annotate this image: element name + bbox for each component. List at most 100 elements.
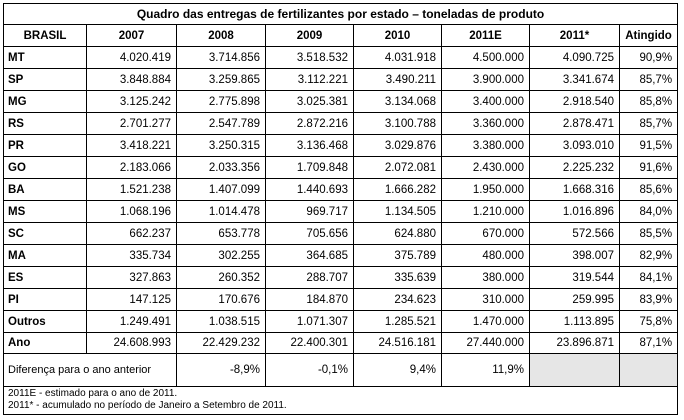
state-cell: MS [3,200,87,223]
notes-row: 2011E - estimado para o ano de 2011. 201… [2,386,679,415]
table-row: MT 4.020.419 3.714.856 3.518.532 4.031.918 4.… [3,46,679,69]
column-header: Atingido [618,24,679,47]
fertilizer-deliveries-table-container: Quadro das entregas de fertilizantes por… [2,3,679,415]
column-header: 2007 [86,24,177,47]
empty-cell [529,353,620,387]
value-cell: 3.418.221 [86,134,177,157]
value-cell: 147.125 [86,288,177,311]
column-header: 2011E [441,24,530,47]
state-cell: SC [3,222,87,245]
value-cell: 85,7% [618,112,679,135]
value-cell: 75,8% [618,310,679,333]
column-header: BRASIL [3,24,87,47]
value-cell: 91,5% [618,134,679,157]
value-cell: 91,6% [618,156,679,179]
table-row: BA 1.521.238 1.407.099 1.440.693 1.666.282 1.… [3,178,679,201]
value-cell: 2.878.471 [529,112,620,135]
difference-value: 9,4% [353,353,442,387]
value-cell: 90,9% [618,46,679,69]
table-row: PR 3.418.221 3.250.315 3.136.468 3.029.876 3.… [3,134,679,157]
value-cell: 1.113.895 [529,310,620,333]
value-cell: 288.707 [265,266,354,289]
value-cell: 1.134.505 [353,200,442,223]
value-cell: 3.259.865 [176,68,266,91]
table-row: GO 2.183.066 2.033.356 1.709.848 2.072.081 2.… [3,156,679,179]
value-cell: 705.656 [265,222,354,245]
value-cell: 335.639 [353,266,442,289]
value-cell: 4.020.419 [86,46,177,69]
value-cell: 662.237 [86,222,177,245]
total-value: 22.429.232 [176,332,266,354]
value-cell: 3.112.221 [265,68,354,91]
state-cell: SP [3,68,87,91]
value-cell: 335.734 [86,244,177,267]
column-header: 2009 [265,24,354,47]
fertilizer-deliveries-table: Quadro das entregas de fertilizantes por… [2,3,679,415]
value-cell: 1.668.316 [529,178,620,201]
value-cell: 85,6% [618,178,679,201]
value-cell: 1.521.238 [86,178,177,201]
state-cell: MA [3,244,87,267]
value-cell: 653.778 [176,222,266,245]
value-cell: 1.950.000 [441,178,530,201]
state-cell: BA [3,178,87,201]
value-cell: 3.136.468 [265,134,354,157]
column-header: 2010 [353,24,442,47]
value-cell: 1.709.848 [265,156,354,179]
state-cell: RS [3,112,87,135]
value-cell: 4.500.000 [441,46,530,69]
total-value: 24.516.181 [353,332,442,354]
value-cell: 480.000 [441,244,530,267]
value-cell: 3.380.000 [441,134,530,157]
value-cell: 670.000 [441,222,530,245]
value-cell: 184.870 [265,288,354,311]
value-cell: 380.000 [441,266,530,289]
table-row: MA 335.734 302.255 364.685 375.789 480.000 398… [3,244,679,267]
note-estimated: 2011E - estimado para o ano de 2011. [8,388,178,399]
total-row: Ano 24.608.993 22.429.232 22.400.301 24.516.… [3,332,679,354]
table-row: ES 327.863 260.352 288.707 335.639 380.000 319… [3,266,679,289]
value-cell: 2.183.066 [86,156,177,179]
table-row: SC 662.237 653.778 705.656 624.880 670.000 572… [3,222,679,245]
difference-value: 11,9% [441,353,530,387]
state-cell: GO [3,156,87,179]
value-cell: 1.071.307 [265,310,354,333]
value-cell: 3.400.000 [441,90,530,113]
value-cell: 2.430.000 [441,156,530,179]
value-cell: 3.714.856 [176,46,266,69]
table-title: Quadro das entregas de fertilizantes por… [2,3,679,25]
value-cell: 1.016.896 [529,200,620,223]
total-value: 23.896.871 [529,332,620,354]
value-cell: 624.880 [353,222,442,245]
value-cell: 319.544 [529,266,620,289]
total-value: 27.440.000 [441,332,530,354]
value-cell: 310.000 [441,288,530,311]
value-cell: 3.900.000 [441,68,530,91]
state-cell: ES [3,266,87,289]
value-cell: 4.090.725 [529,46,620,69]
state-cell: MG [3,90,87,113]
empty-cell [618,353,679,387]
value-cell: 3.100.788 [353,112,442,135]
table-body: MT 4.020.419 3.714.856 3.518.532 4.031.918 4.… [3,46,679,333]
difference-label: Diferença para o ano anterior [3,353,177,387]
value-cell: 1.249.491 [86,310,177,333]
value-cell: 259.995 [529,288,620,311]
table-row: Outros 1.249.491 1.038.515 1.071.307 1.285.5… [3,310,679,333]
value-cell: 84,0% [618,200,679,223]
total-value: 24.608.993 [86,332,177,354]
value-cell: 398.007 [529,244,620,267]
state-cell: Outros [3,310,87,333]
value-cell: 1.440.693 [265,178,354,201]
value-cell: 1.068.196 [86,200,177,223]
value-cell: 1.666.282 [353,178,442,201]
value-cell: 2.033.356 [176,156,266,179]
difference-value: -0,1% [265,353,354,387]
value-cell: 3.848.884 [86,68,177,91]
value-cell: 85,5% [618,222,679,245]
value-cell: 3.250.315 [176,134,266,157]
table-row: MS 1.068.196 1.014.478 969.717 1.134.505 1.21… [3,200,679,223]
value-cell: 4.031.918 [353,46,442,69]
value-cell: 1.470.000 [441,310,530,333]
value-cell: 3.025.381 [265,90,354,113]
